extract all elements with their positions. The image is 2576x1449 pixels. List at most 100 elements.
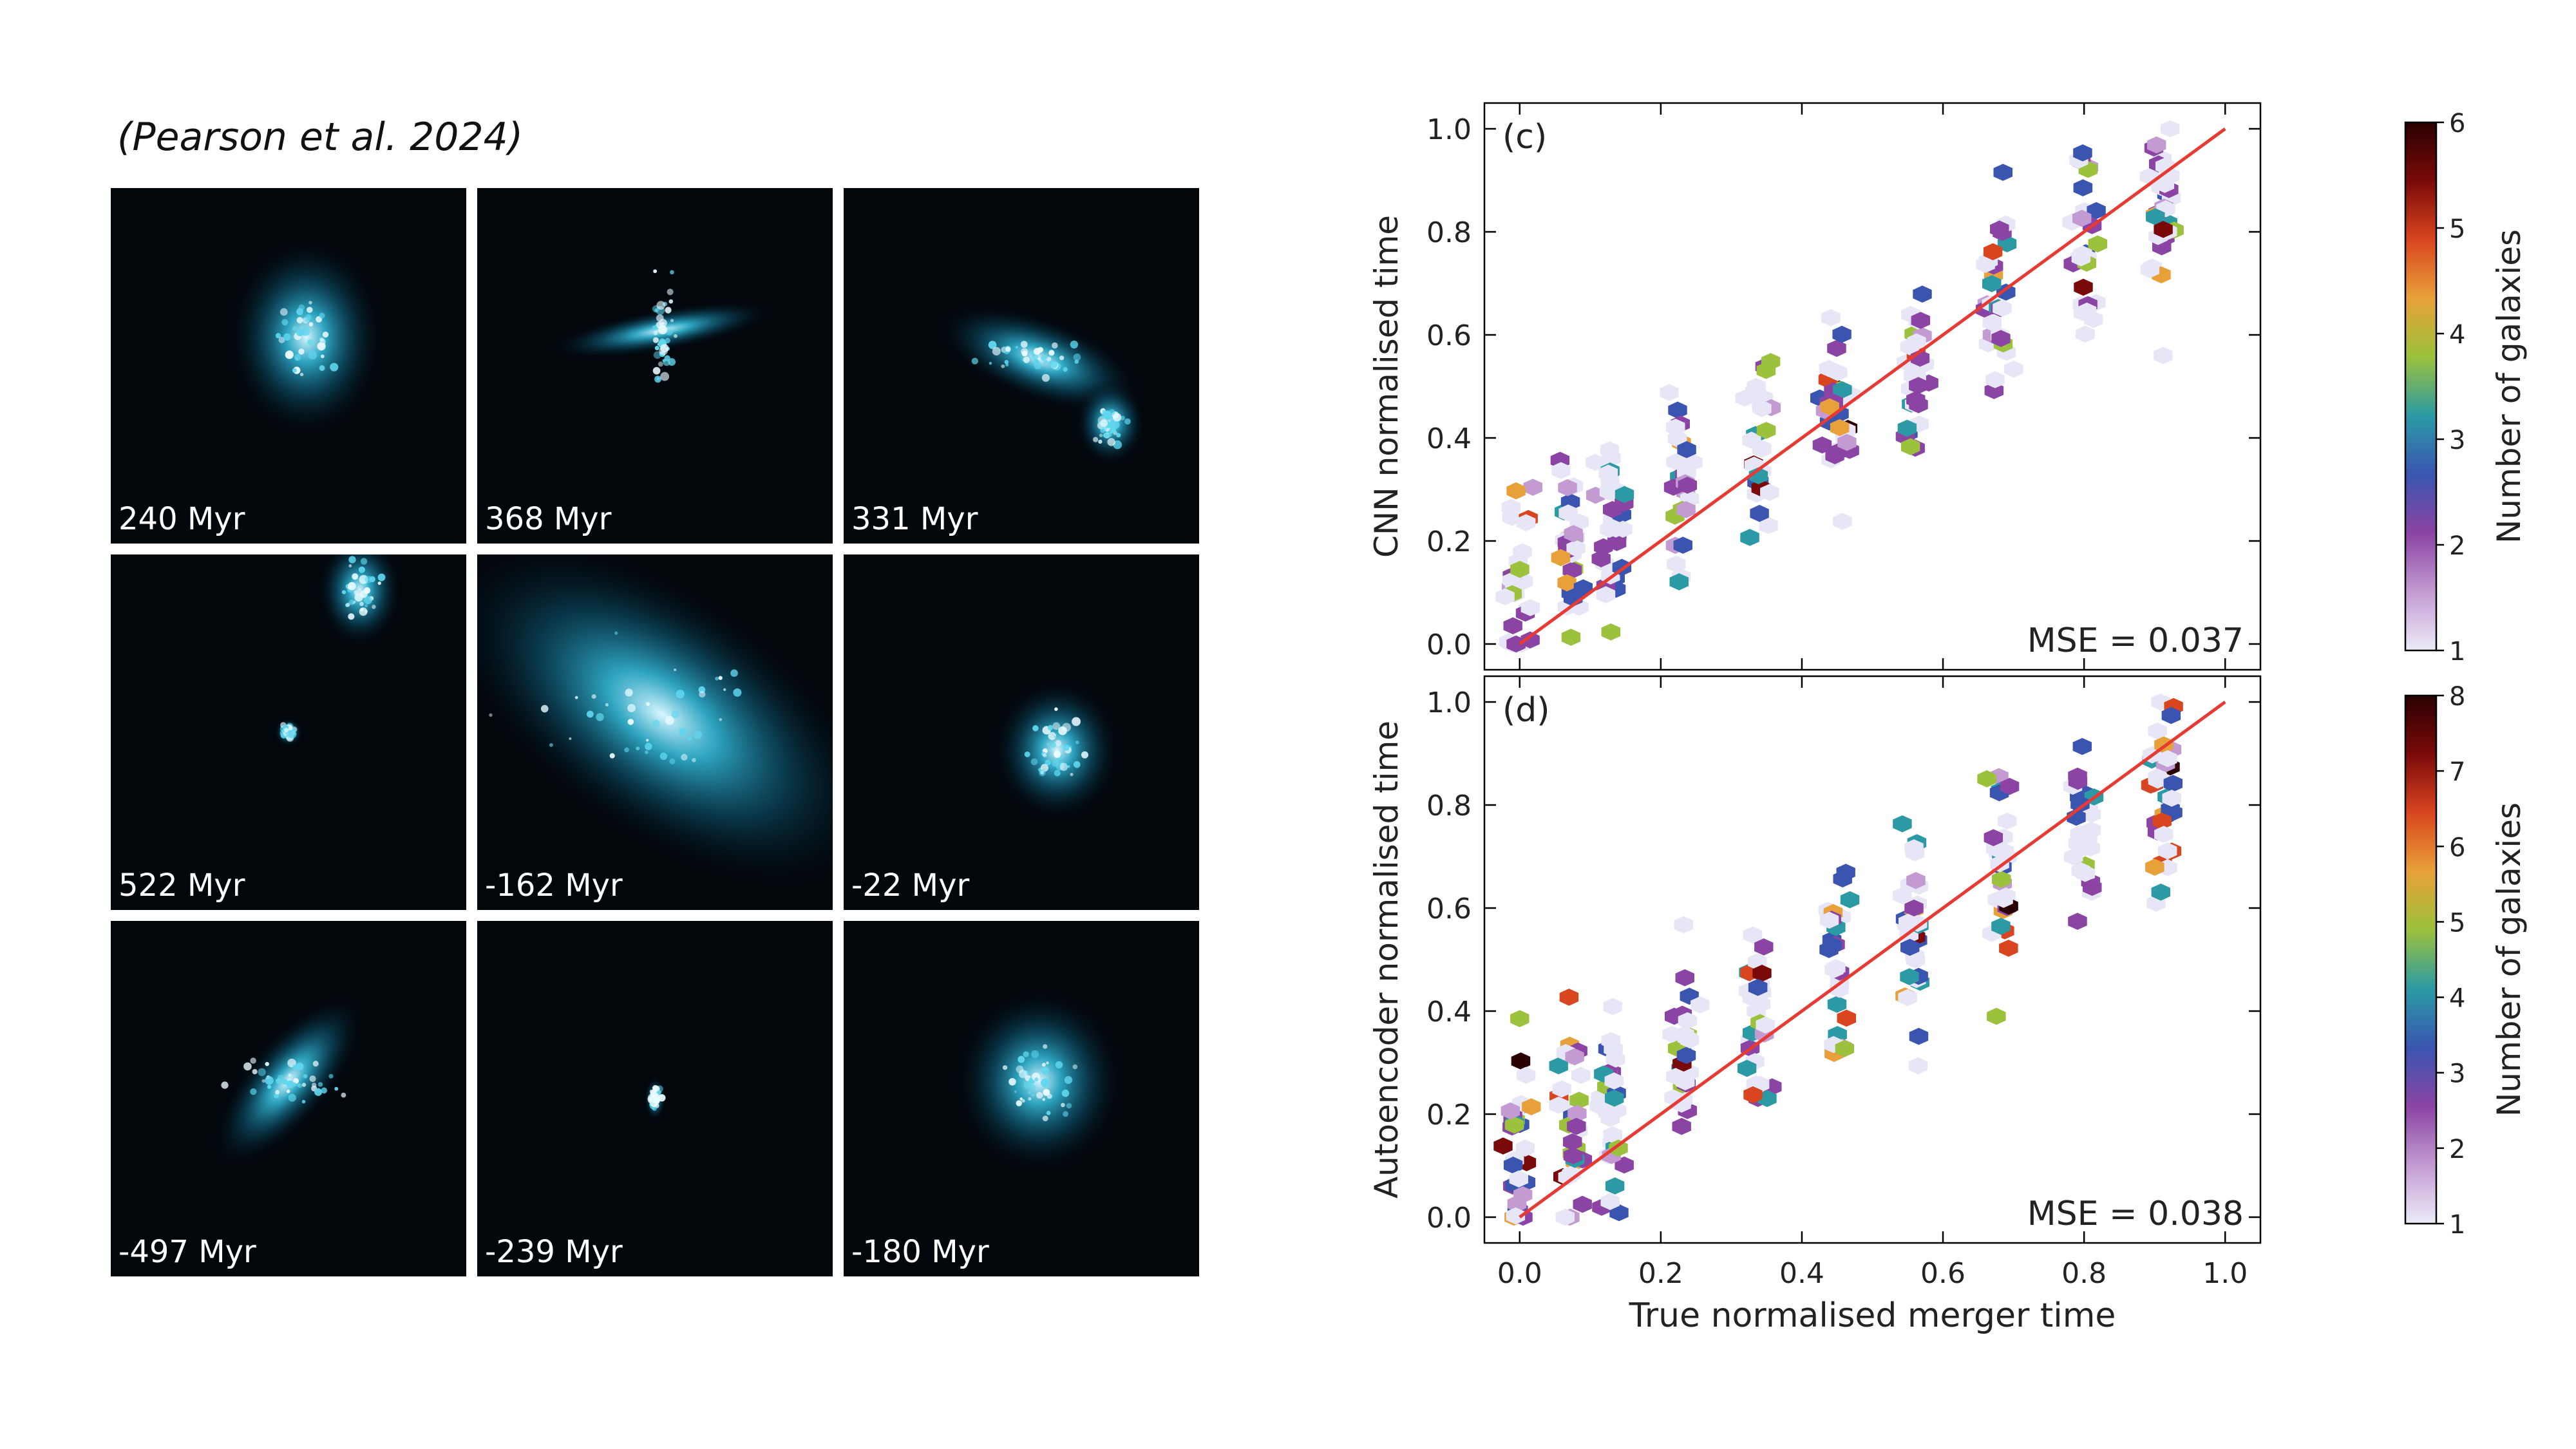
colorbar-tick-label: 5 bbox=[2449, 214, 2465, 244]
hexbin-cell bbox=[2154, 346, 2173, 365]
x-tick-label: 0.4 bbox=[1779, 1257, 1824, 1290]
x-tick-label: 0.6 bbox=[1920, 1257, 1965, 1290]
hexbin-cell bbox=[1552, 1080, 1571, 1098]
hexbin-cell bbox=[1598, 464, 1618, 482]
hexbin-cell bbox=[2140, 261, 2159, 278]
galaxy-time-label: -180 Myr bbox=[851, 1234, 989, 1270]
hexbin-cell bbox=[1603, 998, 1622, 1016]
hexbin-cell bbox=[2070, 795, 2090, 813]
hexbin-cell bbox=[1747, 377, 1766, 395]
hexbin-cell bbox=[1598, 1104, 1618, 1122]
hexbin-cell bbox=[2072, 737, 2092, 755]
galaxy-image-9: -180 Myr bbox=[844, 921, 1199, 1276]
colorbar-tick-label: 1 bbox=[2449, 1210, 2465, 1240]
hexbin-cell bbox=[2148, 722, 2167, 740]
hexbin-cell bbox=[1898, 989, 1917, 1007]
hexbin-cell bbox=[1615, 1156, 1634, 1174]
hexbin-cell bbox=[1559, 989, 1579, 1006]
hexbin-cell bbox=[1507, 1195, 1527, 1213]
hexbin-cell bbox=[1893, 887, 1912, 904]
hexbin-cell bbox=[1820, 398, 1839, 415]
hexbin-cell bbox=[1668, 401, 1687, 419]
hexbin-cell bbox=[1909, 377, 1928, 394]
galaxy-time-label: 240 Myr bbox=[118, 501, 245, 537]
hexbin-cell bbox=[2083, 878, 2102, 896]
hexbin-cell bbox=[2071, 249, 2091, 267]
hexbin-cell bbox=[1566, 540, 1586, 557]
galaxy-image-3: 331 Myr bbox=[844, 188, 1199, 544]
hexbin-cell bbox=[1571, 1066, 1591, 1084]
hexbin-cell bbox=[1678, 1012, 1698, 1030]
colorbar-tick-label: 8 bbox=[2449, 682, 2465, 712]
hexbin-cell bbox=[1515, 1139, 1535, 1157]
y-tick-label: 0.0 bbox=[1426, 629, 1472, 661]
hexbin-cell bbox=[1900, 968, 1919, 985]
galaxy-time-label: -22 Myr bbox=[851, 867, 970, 904]
galaxy-render bbox=[477, 554, 833, 890]
hexbin-cell bbox=[2163, 775, 2183, 792]
hexbin-cell bbox=[1748, 979, 1768, 996]
hexbin-cell bbox=[1501, 498, 1520, 516]
hexbin-cell bbox=[1604, 1072, 1624, 1090]
x-tick-label: 1.0 bbox=[2202, 1257, 2248, 1290]
hexbin-cell bbox=[1893, 815, 1912, 833]
hexbin-cell bbox=[2068, 773, 2088, 790]
hexbin-cell bbox=[1832, 325, 1852, 343]
hexbin-cell bbox=[1835, 1039, 1855, 1057]
hexbin-cell bbox=[1897, 419, 1917, 437]
hexbin-cell bbox=[2004, 360, 2023, 378]
hexbin-cell bbox=[1511, 1052, 1531, 1070]
hexbin-cell bbox=[1672, 1095, 1691, 1113]
hexbin-cell bbox=[1907, 333, 1926, 350]
hexbin-cell bbox=[1516, 1066, 1536, 1084]
hexbin-cell bbox=[1555, 1208, 1575, 1226]
hexbin-cell bbox=[2076, 325, 2095, 343]
x-tick-label: 0.2 bbox=[1638, 1257, 1683, 1290]
hexbin-cell bbox=[1660, 384, 1679, 401]
hexbin-cell bbox=[1565, 1048, 1584, 1066]
hexbin-cell bbox=[1678, 477, 1697, 494]
plot-frame bbox=[1483, 102, 2262, 671]
hexbin-cell bbox=[1676, 501, 1696, 518]
y-tick-label: 0.0 bbox=[1426, 1202, 1472, 1235]
hexbin-cell bbox=[1690, 996, 1710, 1014]
hexbin-cell bbox=[1609, 1139, 1628, 1157]
colorbar bbox=[2404, 694, 2438, 1225]
hexbin-cell bbox=[1908, 1057, 1927, 1075]
hexbin-cell bbox=[1615, 486, 1634, 504]
hexbin-cell bbox=[2152, 812, 2172, 830]
galaxy-time-label: -239 Myr bbox=[485, 1234, 623, 1270]
galaxy-image-5: -162 Myr bbox=[477, 554, 833, 910]
hexbin-cell bbox=[1840, 891, 1860, 909]
colorbar-tick-label: 3 bbox=[2449, 1059, 2465, 1089]
hexbin-cell bbox=[2158, 842, 2177, 860]
hexbin-cell bbox=[1752, 965, 1772, 982]
hexbin-cell bbox=[1510, 1010, 1530, 1027]
hexbin-cell bbox=[1754, 938, 1774, 956]
hexbin-cell bbox=[1821, 309, 1841, 327]
colorbar-tick-label: 2 bbox=[2449, 1135, 2465, 1164]
colorbar bbox=[2404, 121, 2438, 652]
y-tick-label: 0.2 bbox=[1426, 1099, 1472, 1132]
hexbin-cell bbox=[1830, 419, 1850, 437]
hexbin-cell bbox=[1666, 419, 1685, 436]
hexbin-cell bbox=[2077, 302, 2097, 320]
plot-frame bbox=[1483, 675, 2262, 1244]
hexbin-cell bbox=[1833, 381, 1852, 399]
hexbin-cell bbox=[1743, 1086, 1763, 1104]
hexbin-cell bbox=[1826, 959, 1846, 976]
hexbin-cell bbox=[1591, 550, 1611, 567]
colorbar-label: Number of galaxies bbox=[2490, 229, 2528, 544]
hexbin-cell bbox=[1523, 478, 1542, 496]
hexbin-cell bbox=[1909, 396, 1928, 413]
hexbin-cell bbox=[1669, 573, 1689, 591]
y-axis-label: CNN normalised time bbox=[1368, 215, 1405, 558]
galaxy-image-4: 522 Myr bbox=[111, 554, 466, 910]
x-tick-label: 0.0 bbox=[1497, 1257, 1542, 1290]
hexbin-cell bbox=[1673, 536, 1692, 554]
galaxy-render bbox=[954, 988, 1125, 1173]
hexbin-cell bbox=[1675, 969, 1694, 987]
hexbin-cell bbox=[1503, 1157, 1523, 1174]
hexbin-cell bbox=[1506, 482, 1526, 500]
hexbin-cell bbox=[1751, 996, 1770, 1013]
